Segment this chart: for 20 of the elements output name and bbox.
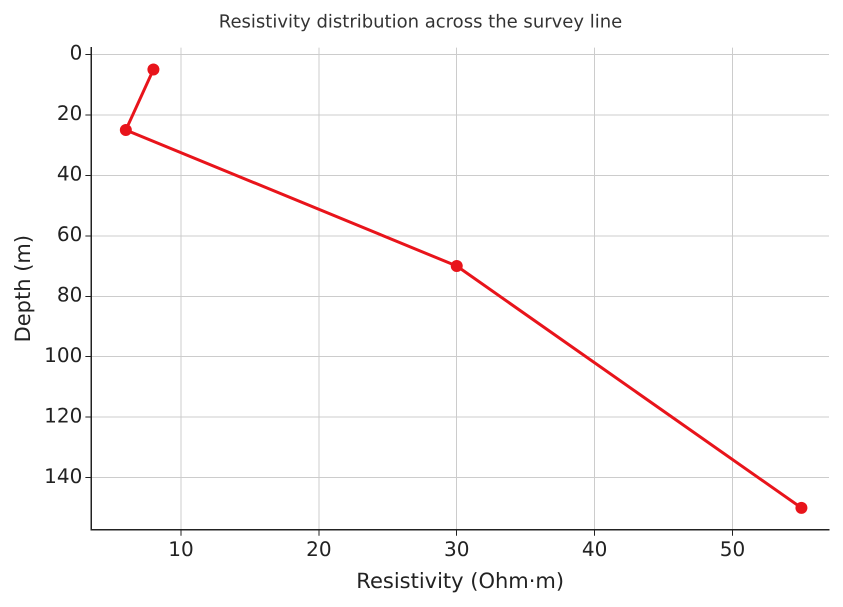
chart-title: Resistivity distribution across the survey line bbox=[218, 11, 622, 32]
y-tick-label: 40 bbox=[56, 162, 82, 186]
point bbox=[795, 502, 808, 514]
x-tick-label: 40 bbox=[582, 537, 608, 562]
point bbox=[120, 124, 132, 136]
point bbox=[450, 260, 463, 272]
x-tick-label: 20 bbox=[306, 537, 332, 562]
y-tick-label: 0 bbox=[70, 40, 82, 65]
point bbox=[147, 64, 160, 76]
y-tick-label: 140 bbox=[44, 464, 82, 488]
y-tick-label: 120 bbox=[44, 403, 82, 428]
y-tick-label: 60 bbox=[56, 222, 82, 246]
y-axis-title: Depth (m) bbox=[11, 234, 36, 342]
y-tick-label: 100 bbox=[44, 342, 82, 367]
x-axis-title: Resistivity (Ohm·m) bbox=[356, 568, 564, 593]
x-tick-label: 50 bbox=[720, 537, 746, 562]
x-tick-label: 10 bbox=[168, 537, 194, 562]
y-tick-label: 20 bbox=[56, 101, 82, 126]
x-tick-label: 30 bbox=[444, 537, 470, 562]
y-tick-label: 80 bbox=[56, 282, 82, 306]
